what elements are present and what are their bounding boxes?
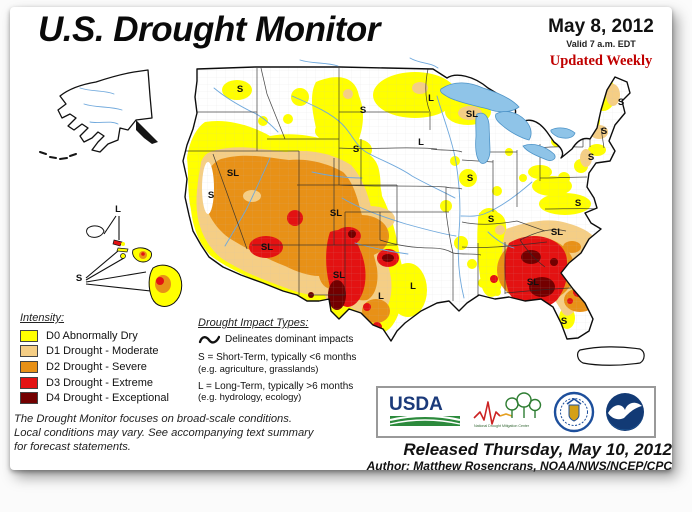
usda-wordmark: USDA (389, 394, 443, 415)
svg-text:S: S (488, 214, 494, 225)
disclaimer-line1: The Drought Monitor focuses on broad-sca… (14, 413, 292, 425)
short-term-line: S = Short-Term, typically <6 months (198, 352, 357, 363)
puerto-rico-inset (577, 346, 645, 366)
county-lines (183, 67, 630, 341)
d4-label: D4 Drought - Exceptional (46, 392, 169, 405)
canada-rivers (299, 57, 439, 69)
impact-types: Drought Impact Types: Delineates dominan… (198, 317, 376, 409)
legend-row-d2: D2 Drought - Severe (20, 359, 169, 375)
d2-label: D2 Drought - Severe (46, 360, 147, 373)
great-lakes (440, 82, 576, 164)
map-date: May 8, 2012 (548, 16, 654, 37)
disclaimer-text: The Drought Monitor focuses on broad-sca… (14, 413, 384, 454)
svg-text:SL: SL (261, 242, 273, 253)
agency-logo-box: USDA National Drought Mitigation Center (376, 386, 656, 438)
d0-swatch (20, 329, 38, 342)
svg-text:S: S (208, 190, 214, 201)
d2-swatch (20, 360, 38, 373)
svg-text:L: L (418, 137, 424, 148)
noaa-logo (605, 393, 644, 431)
svg-text:S: S (237, 84, 243, 95)
svg-text:SL: SL (466, 109, 478, 120)
svg-text:L: L (428, 93, 434, 104)
ndmc-logo: National Drought Mitigation Center (472, 392, 541, 428)
legend-row-d3: D3 Drought - Extreme (20, 375, 169, 391)
valid-time: Valid 7 a.m. EDT (566, 39, 636, 49)
delineates-label: Delineates dominant impacts (225, 334, 354, 345)
released-line: Released Thursday, May 10, 2012 (403, 440, 672, 459)
long-term-example: (e.g. hydrology, ecology) (198, 392, 302, 403)
svg-text:S: S (467, 173, 473, 184)
svg-text:L: L (378, 291, 384, 302)
commerce-seal (553, 391, 594, 433)
long-term-line: L = Long-Term, typically >6 months (198, 380, 354, 392)
author-line: Author: Matthew Rosencrans, NOAA/NWS/NCE… (366, 459, 672, 473)
svg-text:S: S (353, 144, 359, 155)
svg-text:SL: SL (227, 168, 239, 179)
trees-icon (504, 392, 541, 418)
intensity-legend: Intensity: D0 Abnormally Dry D1 Drought … (20, 312, 169, 406)
d1-swatch (20, 345, 38, 358)
legend-row-d4: D4 Drought - Exceptional (20, 390, 169, 406)
disclaimer-line3: for forecast statements. (14, 440, 131, 453)
state-borders (186, 67, 605, 301)
svg-text:S: S (618, 97, 624, 108)
svg-text:SL: SL (333, 270, 345, 281)
ndmc-caption: National Drought Mitigation Center (474, 424, 530, 428)
svg-text:SL: SL (551, 227, 563, 238)
svg-text:S: S (588, 152, 594, 163)
svg-text:L: L (115, 204, 121, 215)
hawaii-inset (85, 215, 183, 307)
svg-text:L: L (410, 281, 416, 292)
d0-label: D0 Abnormally Dry (46, 329, 138, 342)
d4-swatch (20, 392, 38, 405)
date-block: May 8, 2012 Valid 7 a.m. EDT Updated Wee… (534, 16, 668, 70)
d1-label: D1 Drought - Moderate (46, 345, 159, 358)
svg-text:S: S (601, 126, 607, 137)
legend-heading: Intensity: (20, 312, 65, 324)
svg-text:SL: SL (330, 208, 342, 219)
us-outline (182, 66, 631, 342)
lower48 (182, 57, 631, 342)
short-term-example: (e.g. agriculture, grasslands) (198, 363, 319, 375)
d3-swatch (20, 376, 38, 389)
usda-logo: USDA (389, 394, 460, 426)
d3-label: D3 Drought - Extreme (46, 376, 153, 389)
updated-weekly: Updated Weekly (549, 53, 653, 69)
page-title: U.S. Drought Monitor (38, 10, 380, 49)
disclaimer-line2: Local conditions may vary. See accompany… (14, 426, 314, 439)
alaska-inset (39, 69, 158, 160)
legend-row-d1: D1 Drought - Moderate (20, 344, 169, 360)
svg-text:S: S (561, 316, 567, 327)
svg-text:S: S (360, 105, 366, 116)
svg-text:SL: SL (527, 277, 539, 288)
impact-heading: Drought Impact Types: (198, 317, 309, 329)
svg-text:S: S (575, 198, 581, 209)
legend-row-d0: D0 Abnormally Dry (20, 328, 169, 344)
squiggle-icon (198, 335, 220, 344)
svg-text:S: S (76, 273, 82, 284)
